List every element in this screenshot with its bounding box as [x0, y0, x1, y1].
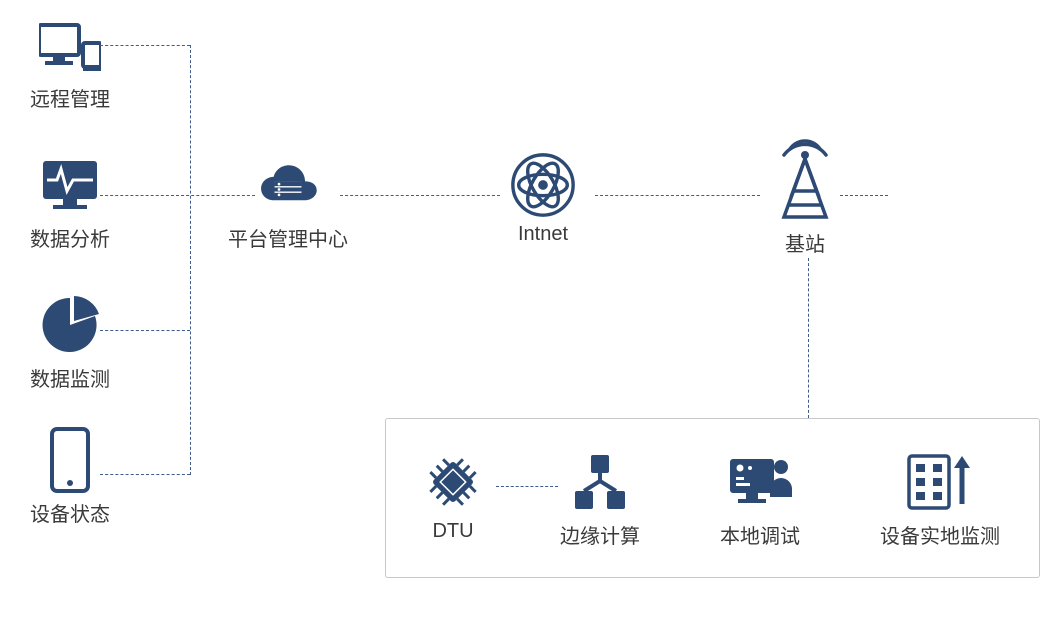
connector-h	[595, 195, 760, 196]
node-dtu: DTU	[418, 452, 488, 543]
node-edge: 边缘计算	[560, 452, 640, 549]
edge-compute-icon	[565, 452, 635, 512]
cloud-server-icon	[253, 155, 323, 215]
connector-h	[340, 195, 500, 196]
pie-chart-icon	[35, 295, 105, 355]
node-intnet: Intnet	[508, 155, 578, 246]
label-dtu: DTU	[432, 520, 473, 543]
node-field-monitor: 设备实地监测	[880, 452, 1000, 549]
node-data-monitor: 数据监测	[30, 295, 110, 392]
antenna-tower-icon	[770, 135, 840, 220]
desktop-icon	[35, 15, 105, 75]
label-edge: 边缘计算	[560, 520, 640, 549]
node-base-station: 基站	[770, 135, 840, 257]
node-device-status: 设备状态	[30, 430, 110, 527]
waveform-monitor-icon	[35, 155, 105, 215]
label-data-analysis: 数据分析	[30, 223, 110, 252]
node-platform: 平台管理中心	[228, 155, 348, 252]
building-upload-icon	[905, 452, 975, 512]
connector-h	[496, 486, 558, 487]
connector-h	[100, 45, 190, 46]
node-data-analysis: 数据分析	[30, 155, 110, 252]
label-local-debug: 本地调试	[720, 520, 800, 549]
connector-h	[100, 474, 190, 475]
connector-left-bus	[190, 45, 191, 475]
label-data-monitor: 数据监测	[30, 363, 110, 392]
label-base-station: 基站	[785, 228, 825, 257]
connector-h	[100, 195, 255, 196]
chip-icon	[418, 452, 488, 512]
label-remote-mgmt: 远程管理	[30, 83, 110, 112]
label-platform: 平台管理中心	[228, 223, 348, 252]
phone-icon	[35, 430, 105, 490]
connector-right-bus	[808, 258, 809, 418]
connector-h	[840, 195, 888, 196]
atom-icon	[508, 155, 578, 215]
label-device-status: 设备状态	[30, 498, 110, 527]
connector-h	[100, 330, 190, 331]
label-field-monitor: 设备实地监测	[880, 520, 1000, 549]
label-intnet: Intnet	[518, 223, 568, 246]
monitor-person-icon	[725, 452, 795, 512]
node-remote-mgmt: 远程管理	[30, 15, 110, 112]
node-local-debug: 本地调试	[720, 452, 800, 549]
